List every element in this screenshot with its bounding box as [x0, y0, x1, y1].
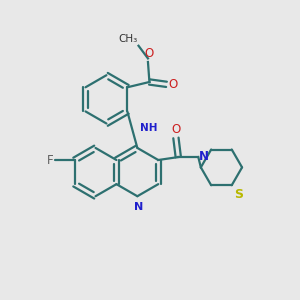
- Text: N: N: [134, 202, 143, 212]
- Text: N: N: [199, 150, 209, 163]
- Text: NH: NH: [140, 123, 157, 133]
- Text: O: O: [171, 123, 181, 136]
- Text: F: F: [46, 154, 53, 166]
- Text: S: S: [234, 188, 243, 201]
- Text: CH₃: CH₃: [119, 34, 138, 44]
- Text: O: O: [144, 47, 153, 61]
- Text: O: O: [168, 78, 177, 92]
